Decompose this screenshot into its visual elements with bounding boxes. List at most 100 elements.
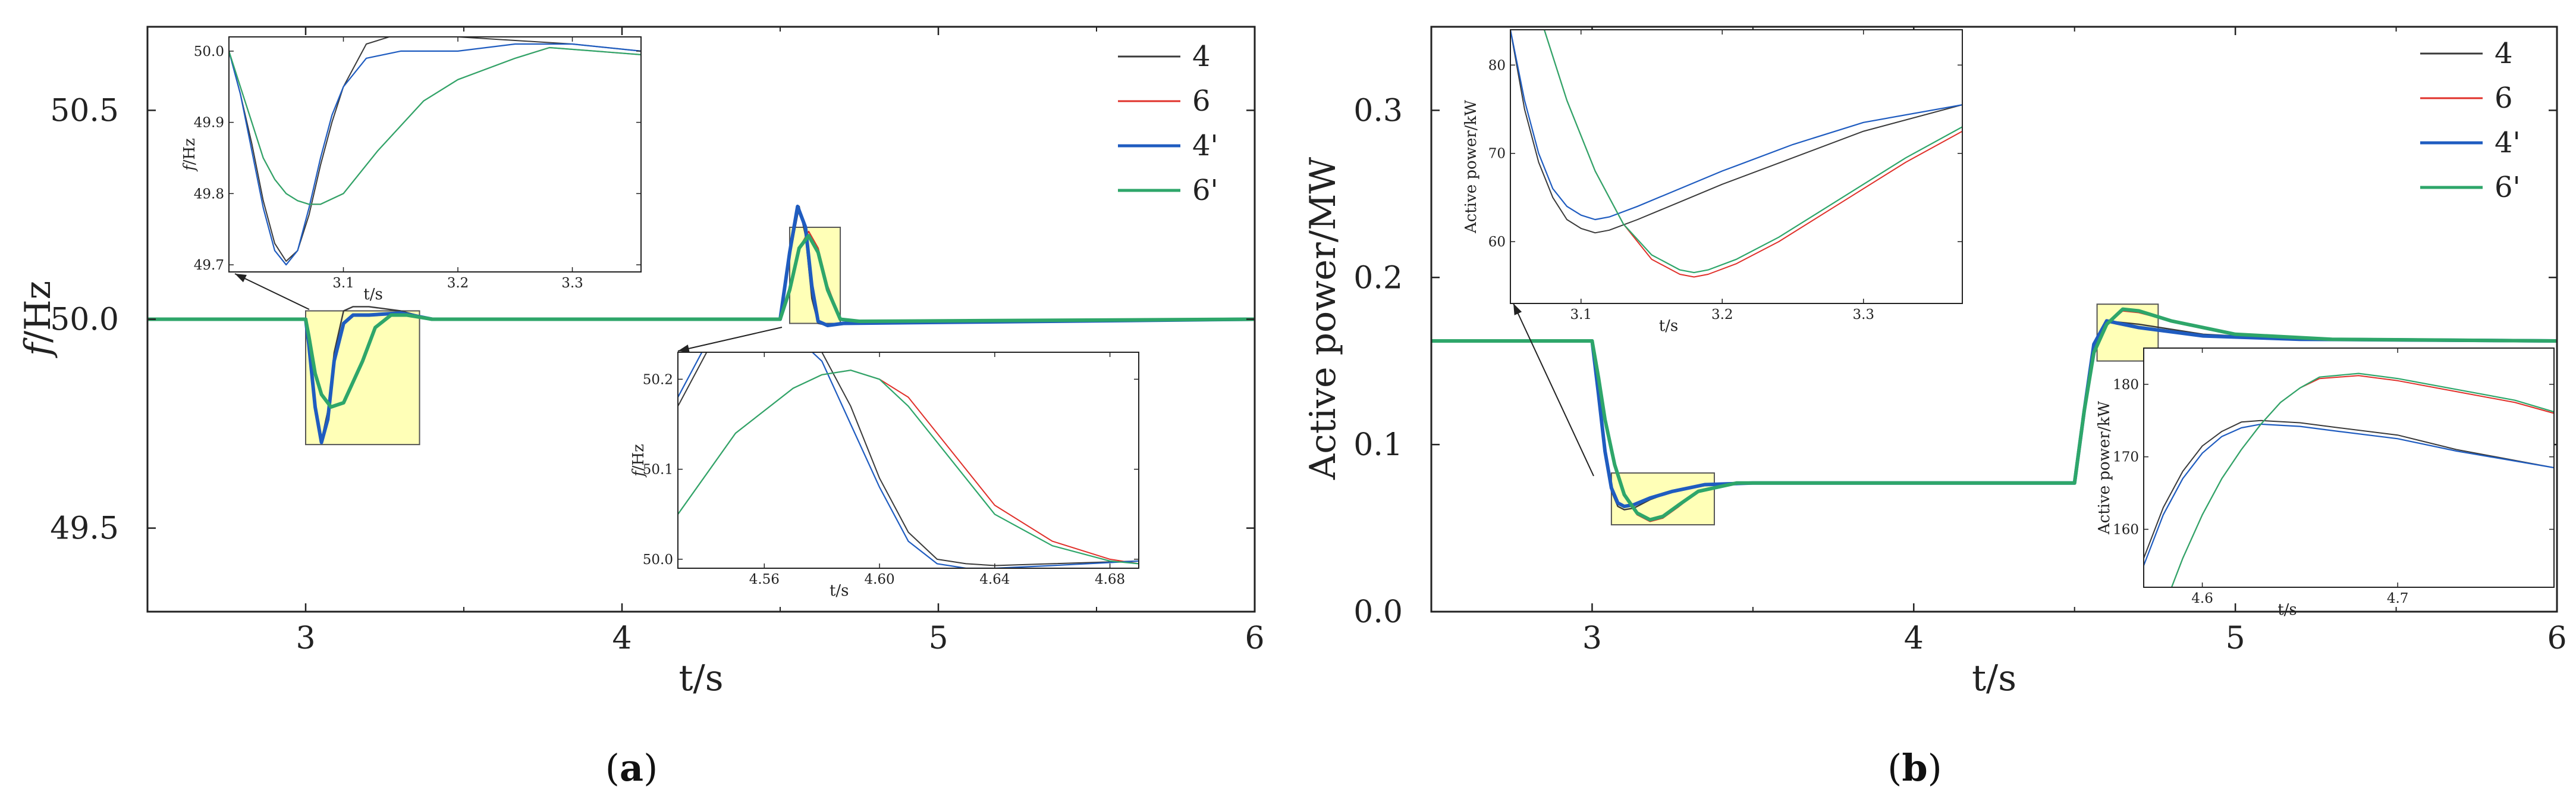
inset-y-tick-label: 49.9 (194, 115, 224, 131)
inset-y-axis-title-unit: /Hz (630, 444, 648, 471)
legend-label: 6 (2495, 82, 2513, 115)
inset-series-line-6p (678, 370, 1139, 565)
inset-plot: 3.1 3.2 3.3 49.7 49.8 49.9 50.0 t/s f/Hz (181, 36, 642, 303)
inset-x-tick-label: 3.1 (1570, 307, 1592, 322)
inset-y-axis-title: f/Hz (181, 138, 199, 172)
inset-y-tick-label: 50.2 (643, 372, 673, 387)
legend-label: 6' (2495, 171, 2521, 204)
panel-label-close: ) (1928, 746, 1942, 790)
zoom-connector-line (1513, 303, 1594, 477)
y-axis-title: Active power/MW (1302, 157, 1344, 480)
y-axis-title-unit: /Hz (17, 281, 59, 343)
inset-y-tick-label: 49.8 (194, 186, 224, 202)
inset-x-tick-label: 4.60 (864, 572, 894, 587)
inset-series-line-6p (229, 46, 641, 205)
inset-series-line-4p (2144, 423, 2554, 566)
series-line-6p (147, 234, 1255, 409)
panel-label-letter: b (1902, 746, 1927, 790)
inset-series-line-4 (2144, 419, 2554, 559)
inset-y-tick-label: 170 (2113, 450, 2139, 465)
y-tick-label: 49.5 (50, 511, 119, 547)
inset-series-line-4p (1510, 30, 1962, 221)
inset-y-tick-label: 60 (1488, 234, 1506, 250)
panel-label: (b) (1887, 746, 1942, 790)
inset-y-axis-title: Active power/kW (1462, 100, 1480, 234)
inset-x-tick-label: 4.56 (749, 572, 780, 587)
panel-label-open: ( (605, 746, 620, 790)
panel-label: (a) (605, 746, 658, 790)
panel-label-letter: a (620, 746, 643, 790)
chart-panel-b: 3 4 5 6 0.0 0.1 0.2 0.3 t/s Active power/MW 4 6 4' 6'… (1302, 26, 2567, 790)
legend-label: 6 (1192, 84, 1211, 118)
y-tick-label: 50.0 (50, 302, 119, 338)
inset-x-axis-title: t/s (1659, 317, 1679, 335)
inset-y-tick-label: 50.0 (194, 44, 224, 60)
inset-x-tick-label: 3.2 (1711, 307, 1733, 322)
inset-series-group (229, 37, 641, 266)
x-tick-label: 3 (296, 621, 315, 656)
inset-frame-bg (1510, 29, 1963, 304)
inset-series-line-4p (229, 43, 641, 266)
plot-frame (1430, 26, 2558, 613)
inset-frame (2143, 347, 2555, 588)
y-tick-label: 0.0 (1353, 594, 1403, 630)
inset-x-tick-label: 3.1 (332, 275, 354, 291)
zoom-connector-arrowhead (235, 274, 247, 283)
series-group (1431, 307, 2557, 522)
x-tick-label: 4 (612, 621, 632, 656)
legend: 4 6 4' 6' (1118, 40, 1218, 207)
zoom-region-box (305, 310, 420, 446)
x-tick-label: 3 (1582, 621, 1602, 656)
y-tick-label: 0.1 (1353, 427, 1403, 463)
inset-series-line-4 (229, 37, 641, 262)
legend: 4 6 4' 6' (2420, 37, 2521, 204)
inset-frame (1510, 29, 1963, 304)
x-tick-label: 5 (2226, 621, 2245, 656)
inset-y-axis-title-unit: /Hz (181, 138, 199, 165)
inset-y-tick-label: 80 (1488, 58, 1506, 73)
inset-series-group (2144, 372, 2554, 587)
inset-x-tick-label: 4.7 (2387, 591, 2409, 606)
inset-y-tick-label: 49.7 (194, 258, 224, 273)
inset-y-tick-label: 160 (2113, 522, 2139, 538)
inset-x-axis-title: t/s (830, 582, 849, 600)
x-tick-label: 6 (2547, 621, 2566, 656)
inset-y-tick-label: 50.1 (643, 462, 673, 478)
inset-series-line-4 (678, 352, 1139, 566)
zoom-connector-line (677, 327, 783, 352)
inset-x-tick-label: 4.68 (1095, 572, 1125, 587)
series-line-4p (1431, 319, 2557, 509)
y-axis-title: f/Hz (17, 281, 59, 358)
inset-frame (677, 352, 1139, 569)
inset-frame-bg (677, 352, 1139, 569)
inset-x-tick-label: 3.2 (447, 275, 469, 291)
zoom-connector-arrowhead (678, 345, 690, 353)
inset-frame (228, 36, 642, 273)
inset-y-axis-title: f/Hz (630, 444, 648, 478)
inset-x-tick-label: 4.64 (979, 572, 1010, 587)
series-group (147, 204, 1255, 444)
inset-x-axis-title: t/s (363, 286, 383, 303)
inset-series-line-6p (1543, 30, 1962, 274)
series-line-6p (1431, 307, 2557, 522)
series-line-4p (147, 204, 1255, 444)
inset-y-tick-label: 70 (1488, 146, 1506, 162)
x-tick-label: 4 (1904, 621, 1924, 656)
panel-label-close: ) (643, 746, 658, 790)
panel-label-open: ( (1887, 746, 1902, 790)
inset-x-tick-label: 4.6 (2191, 591, 2213, 606)
zoom-connector-line (234, 273, 310, 310)
inset-y-axis-title: Active power/kW (2096, 401, 2113, 535)
inset-plot: 3.1 3.2 3.3 60 70 80 t/s Active power/kW (1462, 29, 1963, 335)
y-tick-label: 50.5 (50, 93, 119, 129)
legend-label: 4' (1192, 129, 1218, 162)
x-tick-label: 5 (928, 621, 948, 656)
x-axis-title: t/s (678, 657, 723, 699)
inset-frame-bg (228, 36, 642, 273)
legend-label: 6' (1192, 174, 1218, 207)
inset-y-tick-label: 180 (2113, 377, 2139, 393)
inset-x-axis-title: t/s (2277, 601, 2297, 619)
inset-plot: 4.6 4.7 160 170 180 t/s Active power/kW (2096, 347, 2555, 619)
